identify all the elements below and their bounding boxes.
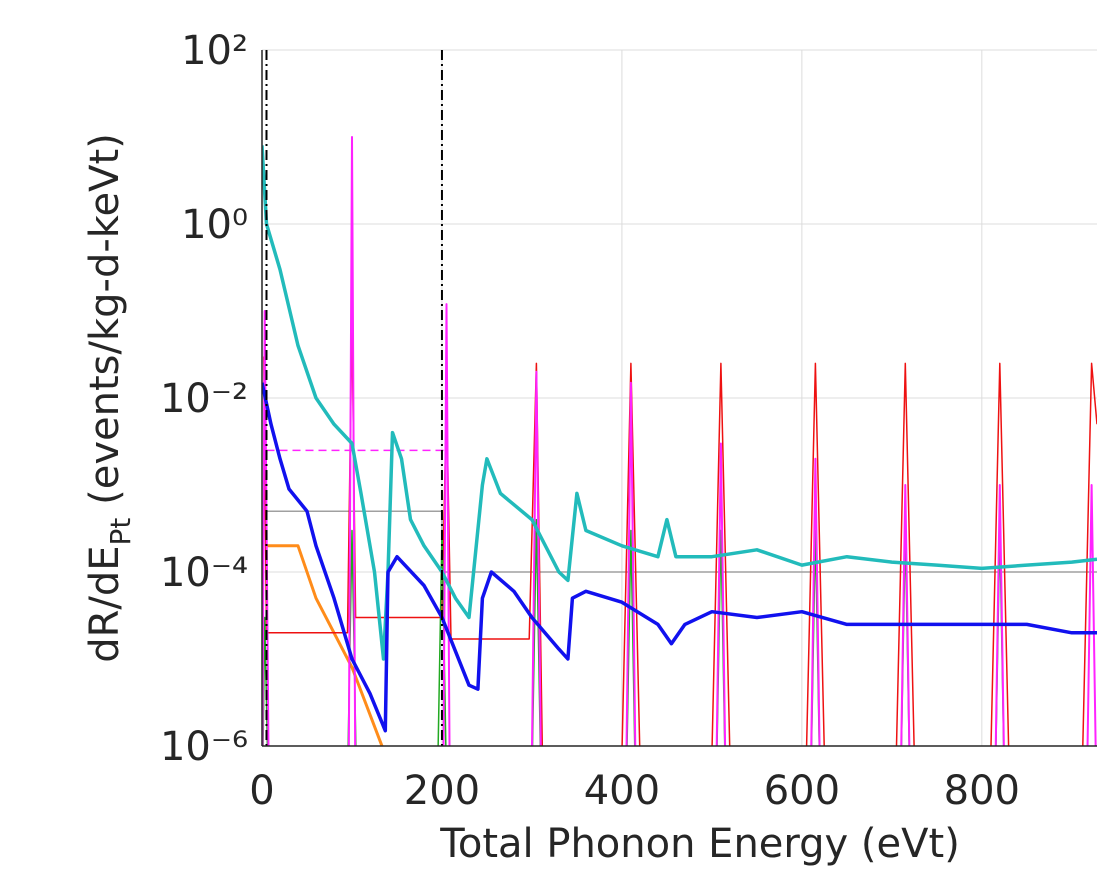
y-label-main: dR/dE xyxy=(82,545,128,662)
y-label-subscript: Pt xyxy=(104,518,137,546)
x-tick-label: 0 xyxy=(249,768,274,814)
series-line xyxy=(262,145,1097,661)
series-line xyxy=(266,544,384,746)
x-tick-label: 400 xyxy=(584,768,660,814)
y-axis-label: dR/dEPt (events/kg-d-keVt) xyxy=(82,133,137,663)
series-line xyxy=(262,382,1097,733)
y-tick-label: 10⁻⁴ xyxy=(160,550,248,596)
y-tick-label: 10² xyxy=(181,28,248,74)
y-tick-label: 10⁰ xyxy=(181,202,248,248)
x-tick-label: 600 xyxy=(764,768,840,814)
x-tick-label: 800 xyxy=(944,768,1020,814)
y-tick-label: 10⁻⁶ xyxy=(160,724,248,770)
plot-series xyxy=(262,136,1097,746)
series-line xyxy=(262,136,1097,746)
series-line xyxy=(263,318,1097,746)
x-axis-label: Total Phonon Energy (eVt) xyxy=(439,821,960,867)
y-label-units: (events/kg-d-keVt) xyxy=(82,133,128,517)
y-tick-label: 10⁻² xyxy=(160,376,248,422)
x-tick-label: 200 xyxy=(404,768,480,814)
